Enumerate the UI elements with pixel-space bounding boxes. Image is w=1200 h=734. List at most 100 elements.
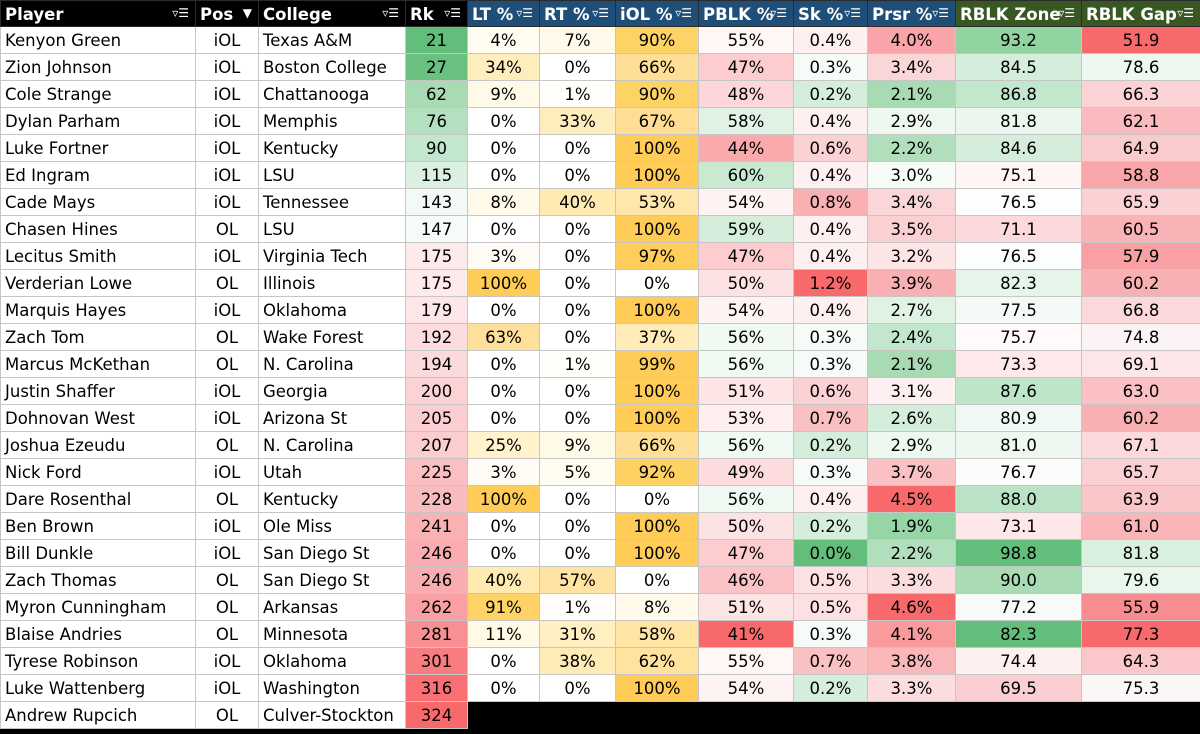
cell-iol: 100%	[615, 134, 699, 162]
cell-prsr: 2.4%	[867, 323, 956, 351]
filter-dropdown-icon[interactable]: ▿☰	[1058, 6, 1075, 20]
cell-pos: iOL	[195, 512, 259, 540]
cell-gap: 61.0	[1081, 512, 1200, 540]
filter-dropdown-icon[interactable]: ▿☰	[444, 6, 461, 20]
cell-pos: iOL	[195, 188, 259, 216]
table-row: Kenyon Green iOL Texas A&M 21 4% 7% 90% 55% 0.4%…	[0, 26, 1200, 54]
column-header-college[interactable]: College ▿☰	[258, 0, 406, 27]
cell-pos: iOL	[195, 296, 259, 324]
cell-sk: 0.3%	[793, 323, 868, 351]
column-header-label: RBLK Zone	[960, 4, 1061, 24]
cell-player: Andrew Rupcich	[0, 701, 196, 729]
column-header-gap[interactable]: RBLK Gap ▿☰	[1081, 0, 1200, 27]
cell-rt: 0%	[539, 539, 616, 567]
cell-rk: 115	[405, 161, 468, 189]
cell-zone: 81.8	[955, 107, 1082, 135]
cell-player: Tyrese Robinson	[0, 647, 196, 675]
cell-sk: 0.3%	[793, 620, 868, 648]
column-header-prsr[interactable]: Prsr % ▿☰	[867, 0, 956, 27]
filter-dropdown-icon[interactable]: ▿☰	[675, 6, 692, 20]
cell-player: Lecitus Smith	[0, 242, 196, 270]
column-header-label: LT %	[472, 4, 514, 24]
cell-rt: 0%	[539, 269, 616, 297]
cell-sk: 0.4%	[793, 242, 868, 270]
filter-dropdown-icon[interactable]: ▿☰	[1177, 6, 1194, 20]
cell-iol: 100%	[615, 404, 699, 432]
cell-zone: 69.5	[955, 674, 1082, 702]
cell-lt: 40%	[467, 566, 540, 594]
cell-zone: 84.5	[955, 53, 1082, 81]
cell-sk: 0.6%	[793, 377, 868, 405]
filter-dropdown-icon[interactable]: ▿☰	[932, 6, 949, 20]
column-header-rt[interactable]: RT % ▿☰	[539, 0, 616, 27]
column-header-lt[interactable]: LT % ▿☰	[467, 0, 540, 27]
filter-dropdown-icon[interactable]: ▿☰	[516, 6, 533, 20]
cell-rk: 179	[405, 296, 468, 324]
table-row: Bill Dunkle iOL San Diego St 246 0% 0% 100% 47%…	[0, 539, 1200, 567]
cell-zone: 75.1	[955, 161, 1082, 189]
cell-zone: 81.0	[955, 431, 1082, 459]
cell-pos: iOL	[195, 539, 259, 567]
table-row: Luke Wattenberg iOL Washington 316 0% 0% 100% 5…	[0, 674, 1200, 702]
cell-rk: 246	[405, 539, 468, 567]
cell-prsr: 2.1%	[867, 350, 956, 378]
cell-zone: 87.6	[955, 377, 1082, 405]
cell-sk: 0.3%	[793, 53, 868, 81]
column-header-pos[interactable]: Pos ▼	[195, 0, 259, 27]
cell-rk: 207	[405, 431, 468, 459]
cell-prsr: 3.2%	[867, 242, 956, 270]
cell-iol: 66%	[615, 53, 699, 81]
cell-pblk: 56%	[698, 350, 794, 378]
cell-rk: 194	[405, 350, 468, 378]
cell-lt: 25%	[467, 431, 540, 459]
cell-player: Marcus McKethan	[0, 350, 196, 378]
cell-pos: iOL	[195, 242, 259, 270]
cell-lt: 11%	[467, 620, 540, 648]
cell-gap: 60.2	[1081, 269, 1200, 297]
cell-iol: 97%	[615, 242, 699, 270]
table-row: Justin Shaffer iOL Georgia 200 0% 0% 100% 51% 0.…	[0, 377, 1200, 405]
cell-pblk: 55%	[698, 26, 794, 54]
column-header-iol[interactable]: iOL % ▿☰	[615, 0, 699, 27]
filter-dropdown-icon[interactable]: ▼	[242, 6, 252, 20]
cell-pblk: 49%	[698, 458, 794, 486]
cell-zone: 74.4	[955, 647, 1082, 675]
cell-pos: iOL	[195, 458, 259, 486]
column-header-sk[interactable]: Sk % ▿☰	[793, 0, 868, 27]
column-header-rk[interactable]: Rk ▿☰	[405, 0, 468, 27]
cell-sk	[793, 701, 868, 729]
filter-dropdown-icon[interactable]: ▿☰	[382, 6, 399, 20]
table-row: Joshua Ezeudu OL N. Carolina 207 25% 9% 66% 56%…	[0, 431, 1200, 459]
filter-dropdown-icon[interactable]: ▿☰	[172, 6, 189, 20]
filter-dropdown-icon[interactable]: ▿☰	[592, 6, 609, 20]
cell-college: Illinois	[258, 269, 406, 297]
column-header-label: RT %	[544, 4, 590, 24]
cell-college: Memphis	[258, 107, 406, 135]
cell-rt: 1%	[539, 350, 616, 378]
cell-iol: 66%	[615, 431, 699, 459]
table-row: Luke Fortner iOL Kentucky 90 0% 0% 100% 44% 0.6%…	[0, 134, 1200, 162]
cell-gap: 66.3	[1081, 80, 1200, 108]
cell-gap: 55.9	[1081, 593, 1200, 621]
column-header-pblk[interactable]: PBLK % ▿☰	[698, 0, 794, 27]
cell-sk: 0.0%	[793, 539, 868, 567]
cell-pos: OL	[195, 350, 259, 378]
cell-lt: 0%	[467, 377, 540, 405]
cell-rk: 205	[405, 404, 468, 432]
cell-prsr: 2.7%	[867, 296, 956, 324]
cell-lt: 4%	[467, 26, 540, 54]
cell-pblk: 46%	[698, 566, 794, 594]
cell-gap: 60.2	[1081, 404, 1200, 432]
cell-gap: 78.6	[1081, 53, 1200, 81]
cell-sk: 0.4%	[793, 485, 868, 513]
cell-lt: 100%	[467, 485, 540, 513]
column-header-player[interactable]: Player ▿☰	[0, 0, 196, 27]
column-header-label: Pos	[200, 4, 234, 24]
table-row: Myron Cunningham OL Arkansas 262 91% 1% 8% 51% 0…	[0, 593, 1200, 621]
filter-dropdown-icon[interactable]: ▿☰	[844, 6, 861, 20]
column-header-zone[interactable]: RBLK Zone ▿☰	[955, 0, 1082, 27]
cell-sk: 0.2%	[793, 674, 868, 702]
cell-lt: 0%	[467, 404, 540, 432]
cell-pos: OL	[195, 431, 259, 459]
filter-dropdown-icon[interactable]: ▿☰	[770, 6, 787, 20]
